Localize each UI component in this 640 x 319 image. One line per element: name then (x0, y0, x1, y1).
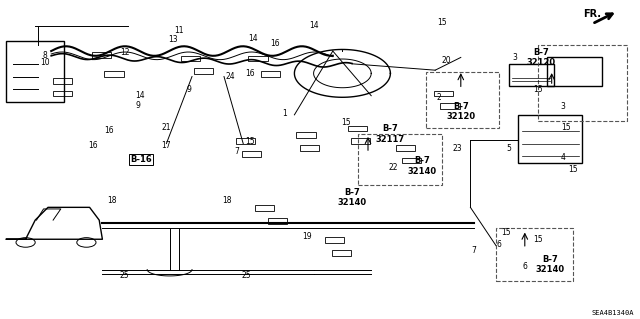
Text: 11: 11 (175, 26, 184, 35)
Text: 22: 22 (389, 163, 398, 172)
Text: 25: 25 (241, 271, 252, 280)
Text: 16: 16 (270, 39, 280, 48)
Bar (268, 218, 287, 224)
Bar (440, 103, 460, 109)
Text: B-7
32140: B-7 32140 (536, 255, 565, 274)
Text: 20: 20 (442, 56, 452, 65)
Text: 2: 2 (436, 93, 441, 102)
Text: 13: 13 (168, 35, 178, 44)
Bar (396, 145, 415, 151)
Bar (53, 78, 72, 84)
Bar (538, 45, 627, 121)
Text: 15: 15 (568, 165, 578, 174)
Bar (325, 237, 344, 243)
Bar (426, 72, 499, 128)
Text: B-7
32120: B-7 32120 (446, 102, 476, 121)
Text: 9: 9 (186, 85, 191, 94)
Bar (547, 57, 602, 86)
Text: 14: 14 (134, 91, 145, 100)
Bar (6, 41, 64, 102)
Text: 6: 6 (497, 240, 502, 249)
Bar (261, 71, 280, 77)
Text: 14: 14 (308, 21, 319, 30)
Bar (248, 56, 268, 61)
Bar (92, 52, 111, 58)
Text: 21: 21 (162, 123, 171, 132)
Text: 16: 16 (88, 141, 98, 150)
Text: 23: 23 (452, 144, 463, 153)
Bar (296, 132, 316, 138)
Text: 15: 15 (561, 123, 572, 132)
Text: 10: 10 (40, 58, 50, 67)
Bar (518, 115, 582, 163)
Bar (104, 71, 124, 77)
Bar (358, 134, 442, 185)
Bar (348, 126, 367, 131)
Text: 7: 7 (234, 147, 239, 156)
Bar (509, 64, 554, 86)
Text: B-16: B-16 (130, 155, 152, 164)
Text: 9: 9 (135, 101, 140, 110)
Bar (351, 138, 370, 144)
Text: 15: 15 (244, 137, 255, 146)
Text: 8: 8 (42, 51, 47, 60)
Text: 5: 5 (506, 144, 511, 153)
Bar (402, 158, 421, 163)
Bar (194, 68, 213, 74)
Bar (236, 138, 255, 144)
Bar (181, 56, 200, 61)
Text: 16: 16 (104, 126, 114, 135)
Text: SEA4B1340A: SEA4B1340A (591, 310, 634, 316)
Text: B-7
32120: B-7 32120 (526, 48, 556, 67)
Text: FR.: FR. (583, 9, 601, 19)
Text: B-7
32140: B-7 32140 (408, 156, 437, 175)
Text: 19: 19 (302, 232, 312, 241)
Bar (53, 91, 72, 96)
Text: 4: 4 (561, 153, 566, 162)
Text: B-7
32117: B-7 32117 (376, 124, 405, 144)
Bar (332, 250, 351, 256)
Text: 3: 3 (513, 53, 518, 62)
Bar (434, 91, 453, 96)
Text: 12: 12 (120, 48, 129, 57)
Text: 15: 15 (436, 18, 447, 27)
Text: 15: 15 (340, 118, 351, 127)
Text: 3: 3 (561, 102, 566, 111)
Bar (242, 151, 261, 157)
Text: 6: 6 (522, 262, 527, 271)
Text: B-16: B-16 (130, 155, 152, 164)
Bar (300, 145, 319, 151)
Text: 18: 18 (108, 197, 116, 205)
Bar (496, 228, 573, 281)
Text: 1: 1 (282, 109, 287, 118)
Text: 15: 15 (532, 85, 543, 94)
Text: 25: 25 (120, 271, 130, 280)
Text: 24: 24 (225, 72, 236, 81)
Text: 18: 18 (223, 197, 232, 205)
Text: B-7
32140: B-7 32140 (337, 188, 367, 207)
Text: 14: 14 (248, 34, 258, 43)
Text: 16: 16 (244, 69, 255, 78)
Text: 15: 15 (500, 228, 511, 237)
Bar (255, 205, 274, 211)
Text: 7: 7 (471, 246, 476, 255)
Text: 15: 15 (532, 235, 543, 244)
Text: 17: 17 (161, 141, 172, 150)
